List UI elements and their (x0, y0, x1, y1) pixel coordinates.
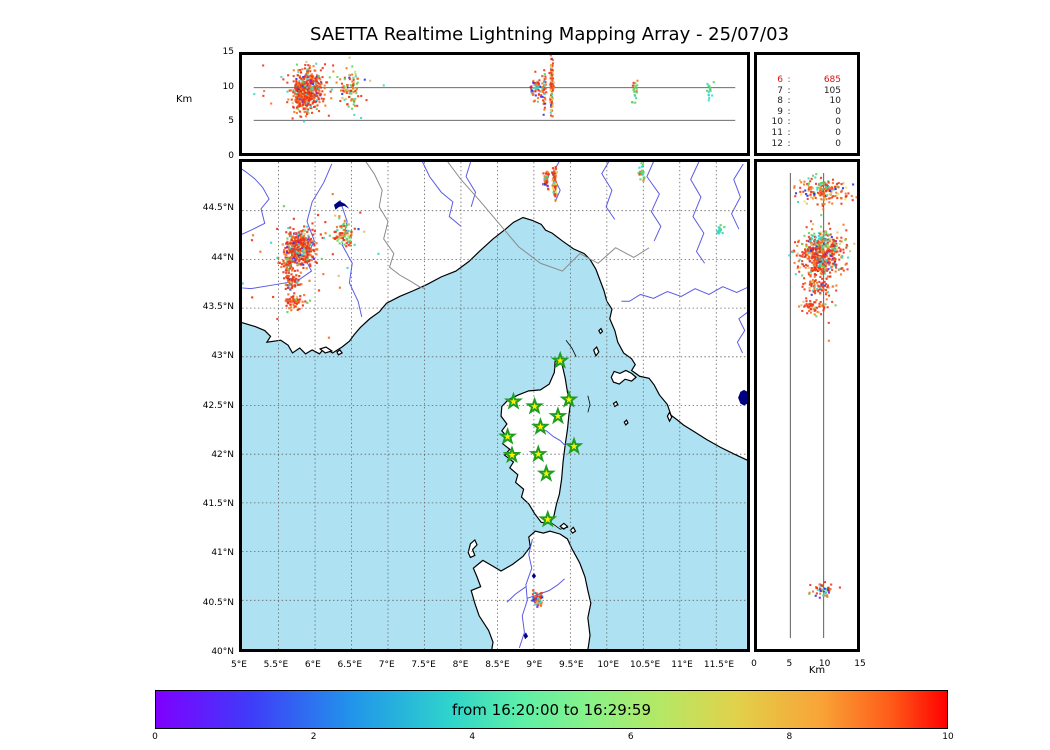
tick-label: 9°E (526, 660, 543, 670)
tick-label: 6°E (304, 660, 321, 670)
tick-label: 9.5°E (559, 660, 584, 670)
tick-label: 8.5°E (485, 660, 510, 670)
page-title: SAETTA Realtime Lightning Mapping Array … (309, 24, 790, 45)
tick-label: 7.5°E (411, 660, 436, 670)
tick-label: 15 (854, 659, 866, 669)
station-star (548, 406, 568, 425)
station-stats-panel: 6:685 7:105 8:10 9:0 10:0 11:0 12:0 (754, 52, 860, 156)
right-panel-axis-label: Km (808, 665, 826, 676)
tick-label: 40°N (211, 647, 234, 657)
stat-row: 7:105 (777, 85, 841, 96)
tick-label: 5 (786, 659, 793, 669)
tick-label: 6 (627, 732, 634, 742)
tick-label: 0 (152, 732, 158, 742)
colorbar-time-range-label: from 16:20:00 to 16:29:59 (451, 700, 651, 719)
stat-row: 11:0 (771, 127, 841, 138)
tick-label: 10°E (597, 660, 620, 670)
stat-row: 6:685 (777, 75, 841, 85)
tick-label: 10.5°E (630, 660, 661, 670)
station-star (498, 426, 517, 445)
stat-row: 8:10 (777, 96, 841, 107)
station-star (503, 391, 523, 410)
lake-bolsena (738, 389, 747, 406)
tick-label: 42.5°N (202, 400, 234, 411)
tick-label: 44.5°N (202, 203, 234, 214)
tick-label: 10 (942, 732, 954, 742)
tick-label: 11°E (671, 660, 693, 670)
land-porquerolles (318, 346, 334, 354)
stat-row: 12:0 (771, 138, 841, 149)
lake-serre-poncon (333, 200, 350, 210)
land-port-cros (336, 349, 343, 356)
land-maddalena-2 (569, 526, 577, 534)
station-star (531, 417, 550, 436)
station-star (538, 509, 558, 528)
time-colorbar: from 16:20:00 to 16:29:59 (155, 690, 948, 729)
tick-label: 5°E (231, 660, 247, 670)
station-star (502, 445, 522, 464)
tick-label: 41.5°N (202, 499, 234, 510)
tick-label: 6.5°E (337, 660, 363, 670)
top-panel-axis-label: Km (176, 94, 193, 105)
lake-sard-lake-1 (531, 573, 537, 579)
land-montecristo (623, 419, 629, 426)
tick-label: 8°E (452, 660, 469, 670)
station-star (528, 444, 548, 463)
tick-label: 8 (786, 732, 793, 742)
tick-label: 0 (751, 659, 757, 669)
tick-label: 5 (228, 116, 234, 127)
tick-label: 11.5°E (703, 660, 735, 670)
stat-row: 9:0 (777, 106, 841, 117)
tick-label: 7°E (378, 660, 395, 670)
station-star (564, 436, 584, 455)
tick-label: 10 (818, 659, 831, 669)
tick-label: 41°N (211, 548, 234, 559)
land-sardinia (470, 530, 592, 649)
altitude-latitude-panel (754, 159, 860, 652)
tick-label: 40.5°N (202, 597, 234, 608)
tick-label: 42°N (211, 449, 234, 460)
tick-label: 44°N (211, 252, 234, 263)
tick-label: 43°N (211, 351, 234, 362)
station-star (559, 389, 579, 408)
station-star (525, 396, 545, 415)
tick-label: 43.5°N (202, 301, 234, 312)
land-elba (610, 369, 637, 385)
land-asinara (467, 538, 478, 559)
land-giglio (666, 411, 673, 423)
lake-sard-lake-2 (523, 632, 529, 640)
map-panel (239, 159, 750, 652)
land-capraia (592, 345, 600, 358)
stat-row: 10:0 (771, 117, 841, 128)
tick-label: 4 (469, 732, 476, 742)
tick-label: 2 (310, 732, 317, 742)
tick-label: 15 (222, 47, 234, 57)
land-gorgona (598, 327, 604, 335)
tick-label: 5.5°E (263, 660, 289, 670)
tick-label: 0 (228, 151, 234, 161)
station-star (536, 463, 556, 482)
station-star (550, 350, 570, 369)
altitude-longitude-panel (239, 52, 750, 156)
tick-label: 10 (222, 81, 234, 92)
